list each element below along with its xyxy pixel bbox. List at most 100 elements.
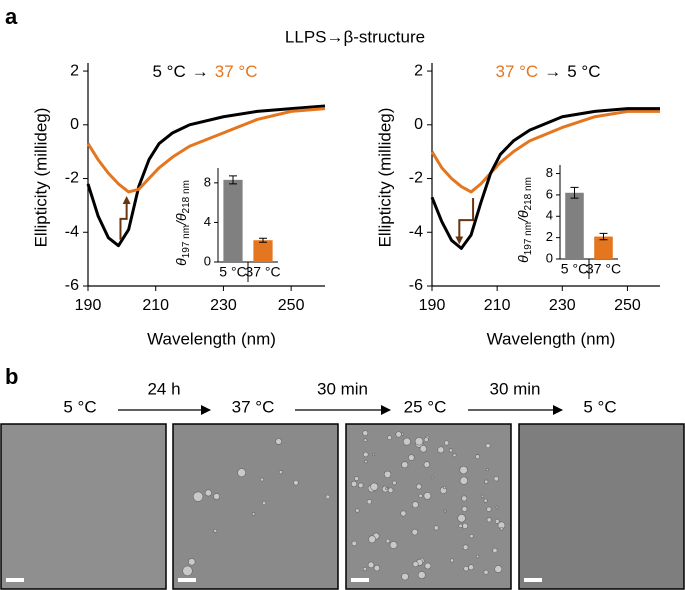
droplet xyxy=(385,538,391,544)
droplet xyxy=(443,509,447,513)
droplet xyxy=(366,499,372,505)
x-axis-label: Wavelength (nm) xyxy=(487,329,616,348)
droplet xyxy=(251,512,256,516)
droplet xyxy=(401,432,405,436)
y-axis-label-part: 218 nm xyxy=(523,177,534,210)
y-axis-label-part: θ xyxy=(173,258,189,266)
legend-entry: → xyxy=(544,62,561,81)
error-bar xyxy=(259,237,267,243)
droplet xyxy=(485,443,491,449)
droplet xyxy=(461,506,468,512)
droplet xyxy=(416,483,422,490)
droplet xyxy=(385,487,388,490)
droplet xyxy=(355,508,360,513)
droplet xyxy=(373,564,381,572)
micrograph xyxy=(518,423,685,590)
line-series xyxy=(430,109,660,194)
droplet xyxy=(452,453,457,458)
droplet xyxy=(213,528,218,533)
timeline-state: 25 °C xyxy=(404,397,447,416)
droplet xyxy=(450,558,455,563)
y-tick-label: 2 xyxy=(70,62,79,79)
droplet xyxy=(475,554,480,559)
y-tick-label: -6 xyxy=(65,277,79,294)
droplet xyxy=(459,465,468,475)
droplet xyxy=(417,571,426,580)
x-tick-label: 37 °C xyxy=(245,264,280,280)
y-axis-label-part: /θ xyxy=(173,213,189,226)
droplet xyxy=(463,566,469,572)
droplet xyxy=(468,564,475,571)
y-tick-label: 0 xyxy=(70,116,79,133)
error-bar xyxy=(570,186,579,199)
droplet xyxy=(363,451,369,458)
droplet xyxy=(423,492,432,500)
droplet xyxy=(486,517,492,523)
y-tick-label: 4 xyxy=(546,208,553,223)
droplet xyxy=(363,438,368,443)
y-axis-label-part: /θ xyxy=(515,210,531,223)
timeline-duration: 30 min xyxy=(489,379,540,398)
error-bar xyxy=(229,175,237,185)
x-tick-label: 190 xyxy=(75,297,102,314)
x-tick-label: 210 xyxy=(484,297,511,314)
droplet xyxy=(469,534,474,539)
droplet xyxy=(494,565,503,573)
droplet xyxy=(368,535,376,544)
y-tick-label: 2 xyxy=(546,229,553,244)
droplet xyxy=(213,493,220,500)
scale-bar xyxy=(524,578,542,582)
micrograph xyxy=(0,423,167,590)
droplet xyxy=(401,461,409,469)
droplet xyxy=(364,459,368,464)
y-tick-label: 2 xyxy=(414,62,423,79)
y-tick-label: 0 xyxy=(414,116,423,133)
x-axis-label: Wavelength (nm) xyxy=(147,329,276,348)
x-tick-label: 230 xyxy=(549,297,576,314)
x-tick-label: 210 xyxy=(142,297,169,314)
y-tick-label: -6 xyxy=(409,277,423,294)
y-tick-label: 8 xyxy=(546,165,553,180)
droplet xyxy=(437,446,445,454)
droplet xyxy=(387,487,394,494)
timeline-duration: 30 min xyxy=(317,379,368,398)
droplet xyxy=(433,525,439,531)
droplet xyxy=(204,489,212,497)
droplet xyxy=(418,493,423,498)
panel-label: b xyxy=(5,364,18,389)
droplet xyxy=(448,448,453,453)
droplet xyxy=(354,476,359,481)
droplet xyxy=(188,558,196,566)
line-series xyxy=(430,107,660,250)
change-arrow xyxy=(119,195,131,240)
droplet xyxy=(423,437,429,442)
droplet xyxy=(483,569,489,575)
droplet xyxy=(424,562,432,570)
droplet xyxy=(182,565,193,577)
y-tick-label: 0 xyxy=(204,253,211,268)
droplet xyxy=(483,498,488,503)
droplet xyxy=(458,523,463,528)
timeline-state: 5 °C xyxy=(583,397,616,416)
x-tick-label: 37 °C xyxy=(586,261,621,277)
y-tick-label: -4 xyxy=(65,223,79,240)
y-axis-label-part: 197 nm xyxy=(523,222,534,255)
droplet xyxy=(486,506,492,512)
y-axis-label: Ellipticity (millideg) xyxy=(31,108,50,248)
droplet xyxy=(278,470,283,475)
timeline-duration: 24 h xyxy=(147,379,180,398)
micrograph xyxy=(345,423,512,590)
line-series xyxy=(86,107,326,194)
micrographs xyxy=(0,423,685,590)
x-tick-label: 250 xyxy=(278,297,305,314)
droplet xyxy=(372,453,375,456)
x-tick-label: 250 xyxy=(614,297,641,314)
droplet xyxy=(414,437,424,446)
line-series xyxy=(86,104,326,248)
scale-bar xyxy=(178,578,196,582)
droplet xyxy=(358,482,364,489)
legend-entry: 5 °C xyxy=(153,62,186,81)
scale-bar xyxy=(6,578,24,582)
y-axis-label-part: 197 nm xyxy=(181,225,192,258)
droplet xyxy=(408,454,415,461)
